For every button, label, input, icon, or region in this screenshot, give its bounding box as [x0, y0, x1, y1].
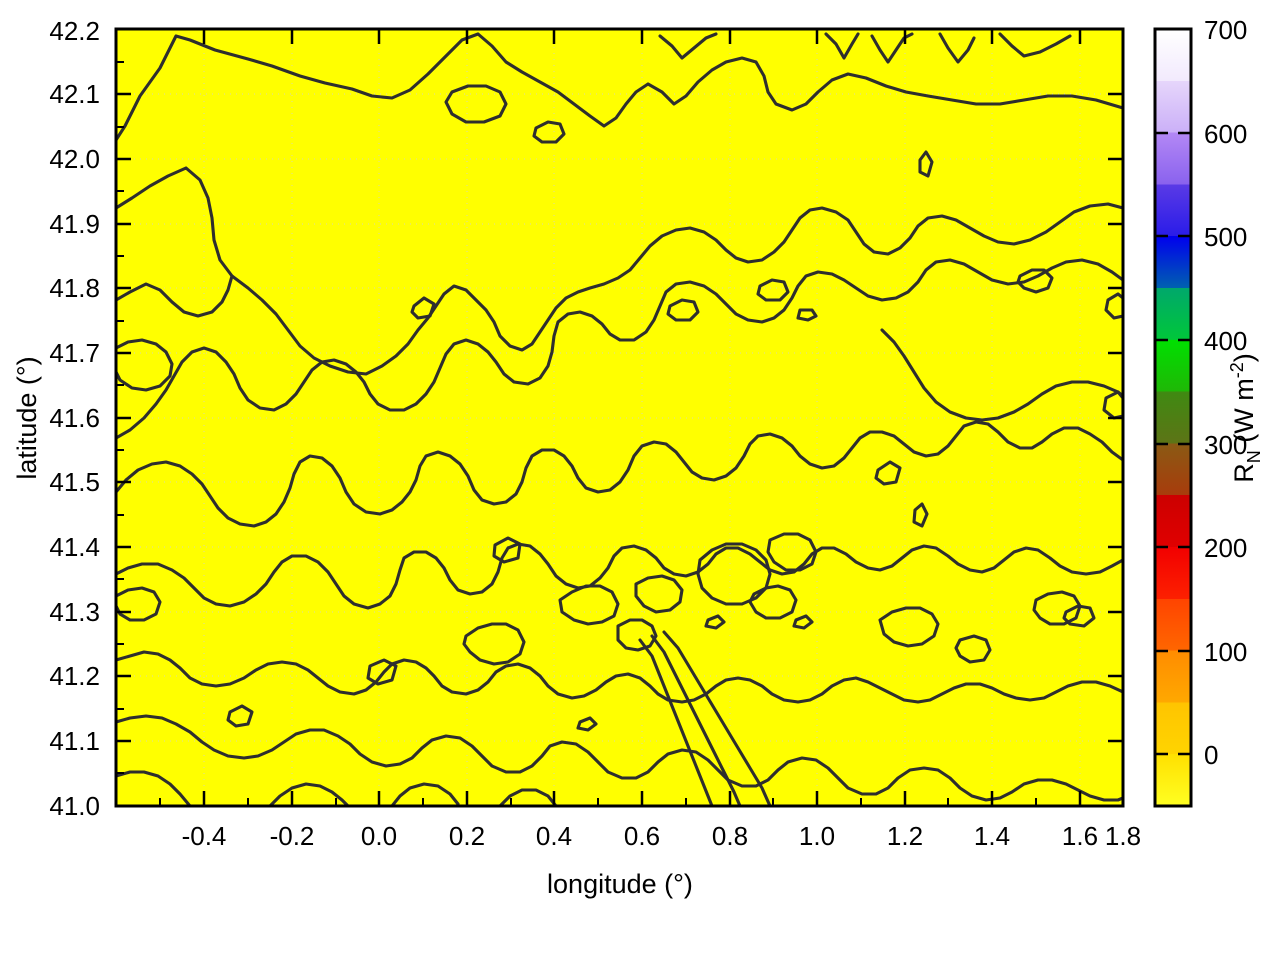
x-tick-label: 0.0: [361, 821, 397, 851]
colorbar-tick-label: 300: [1204, 430, 1247, 460]
y-axis-title: latitude (°): [12, 356, 42, 479]
colorbar-title-subscript: N: [1244, 450, 1264, 463]
colorbar-title-units-close: ): [1229, 353, 1259, 362]
x-axis-title: longitude (°): [547, 869, 693, 899]
x-tick-label: 0.8: [712, 821, 748, 851]
colorbar-tick-label: 200: [1204, 533, 1247, 563]
x-tick-labels: -0.4 -0.2 0.0 0.2 0.4 0.6 0.8 1.0 1.2 1.…: [182, 821, 1141, 851]
colorbar-ticks: [1155, 131, 1191, 756]
plot-panel: [114, 27, 1125, 808]
y-axis-minor-ticks: [116, 61, 124, 774]
y-tick-label: 41.2: [49, 661, 100, 691]
y-tick-label: 41.4: [49, 532, 100, 562]
colorbar-tick-label: 400: [1204, 326, 1247, 356]
y-tick-label: 41.1: [49, 726, 100, 756]
colorbar-tick-label: 700: [1204, 15, 1247, 45]
x-axis-minor-ticks: [159, 798, 1037, 806]
y-tick-labels: 41.0 41.1 41.2 41.3 41.4 41.5 41.6 41.7 …: [49, 16, 100, 821]
x-tick-label: 0.6: [624, 821, 660, 851]
y-tick-label: 42.1: [49, 79, 100, 109]
colorbar-tick-labels: 0 100 200 300 400 500 600 700: [1204, 15, 1247, 770]
colorbar-title-units-exponent: -2: [1227, 362, 1247, 378]
x-tick-label: 1.8: [1105, 821, 1141, 851]
y-tick-label: 41.9: [49, 209, 100, 239]
y-tick-label: 42.0: [49, 144, 100, 174]
y-tick-label: 42.2: [49, 16, 100, 46]
x-tick-label: 1.0: [799, 821, 835, 851]
colorbar-tick-label: 600: [1204, 119, 1247, 149]
x-tick-label: 1.2: [887, 821, 923, 851]
colorbar-title-units-open: (W m: [1229, 378, 1259, 450]
x-axis-major-ticks: [202, 29, 1082, 806]
y-axis-major-ticks: [116, 92, 1123, 743]
x-tick-label: 1.4: [974, 821, 1010, 851]
svg-text:RN (W m-2): RN (W m-2): [1227, 353, 1264, 483]
colorbar-title-main: R: [1229, 463, 1259, 483]
y-tick-label: 41.6: [49, 403, 100, 433]
x-tick-label: 1.6: [1062, 821, 1098, 851]
x-tick-label: -0.4: [182, 821, 227, 851]
colorbar-tick-label: 500: [1204, 222, 1247, 252]
x-tick-label: 0.2: [449, 821, 485, 851]
colorbar-tick-label: 100: [1204, 637, 1247, 667]
y-tick-label: 41.3: [49, 597, 100, 627]
colorbar: 0 100 200 300 400 500 600 700 RN (W m-2): [1153, 15, 1264, 808]
x-tick-label: -0.2: [270, 821, 315, 851]
x-tick-label: 0.4: [536, 821, 572, 851]
colorbar-title: RN (W m-2): [1227, 353, 1264, 483]
colorbar-frame: [1153, 27, 1193, 808]
y-tick-label: 41.7: [49, 338, 100, 368]
y-tick-label: 41.8: [49, 273, 100, 303]
colorbar-tick-label: 0: [1204, 740, 1218, 770]
colorbar-gradient: [1155, 29, 1191, 806]
y-tick-label: 41.0: [49, 791, 100, 821]
contour-lines: [116, 32, 1123, 806]
y-tick-label: 41.5: [49, 467, 100, 497]
